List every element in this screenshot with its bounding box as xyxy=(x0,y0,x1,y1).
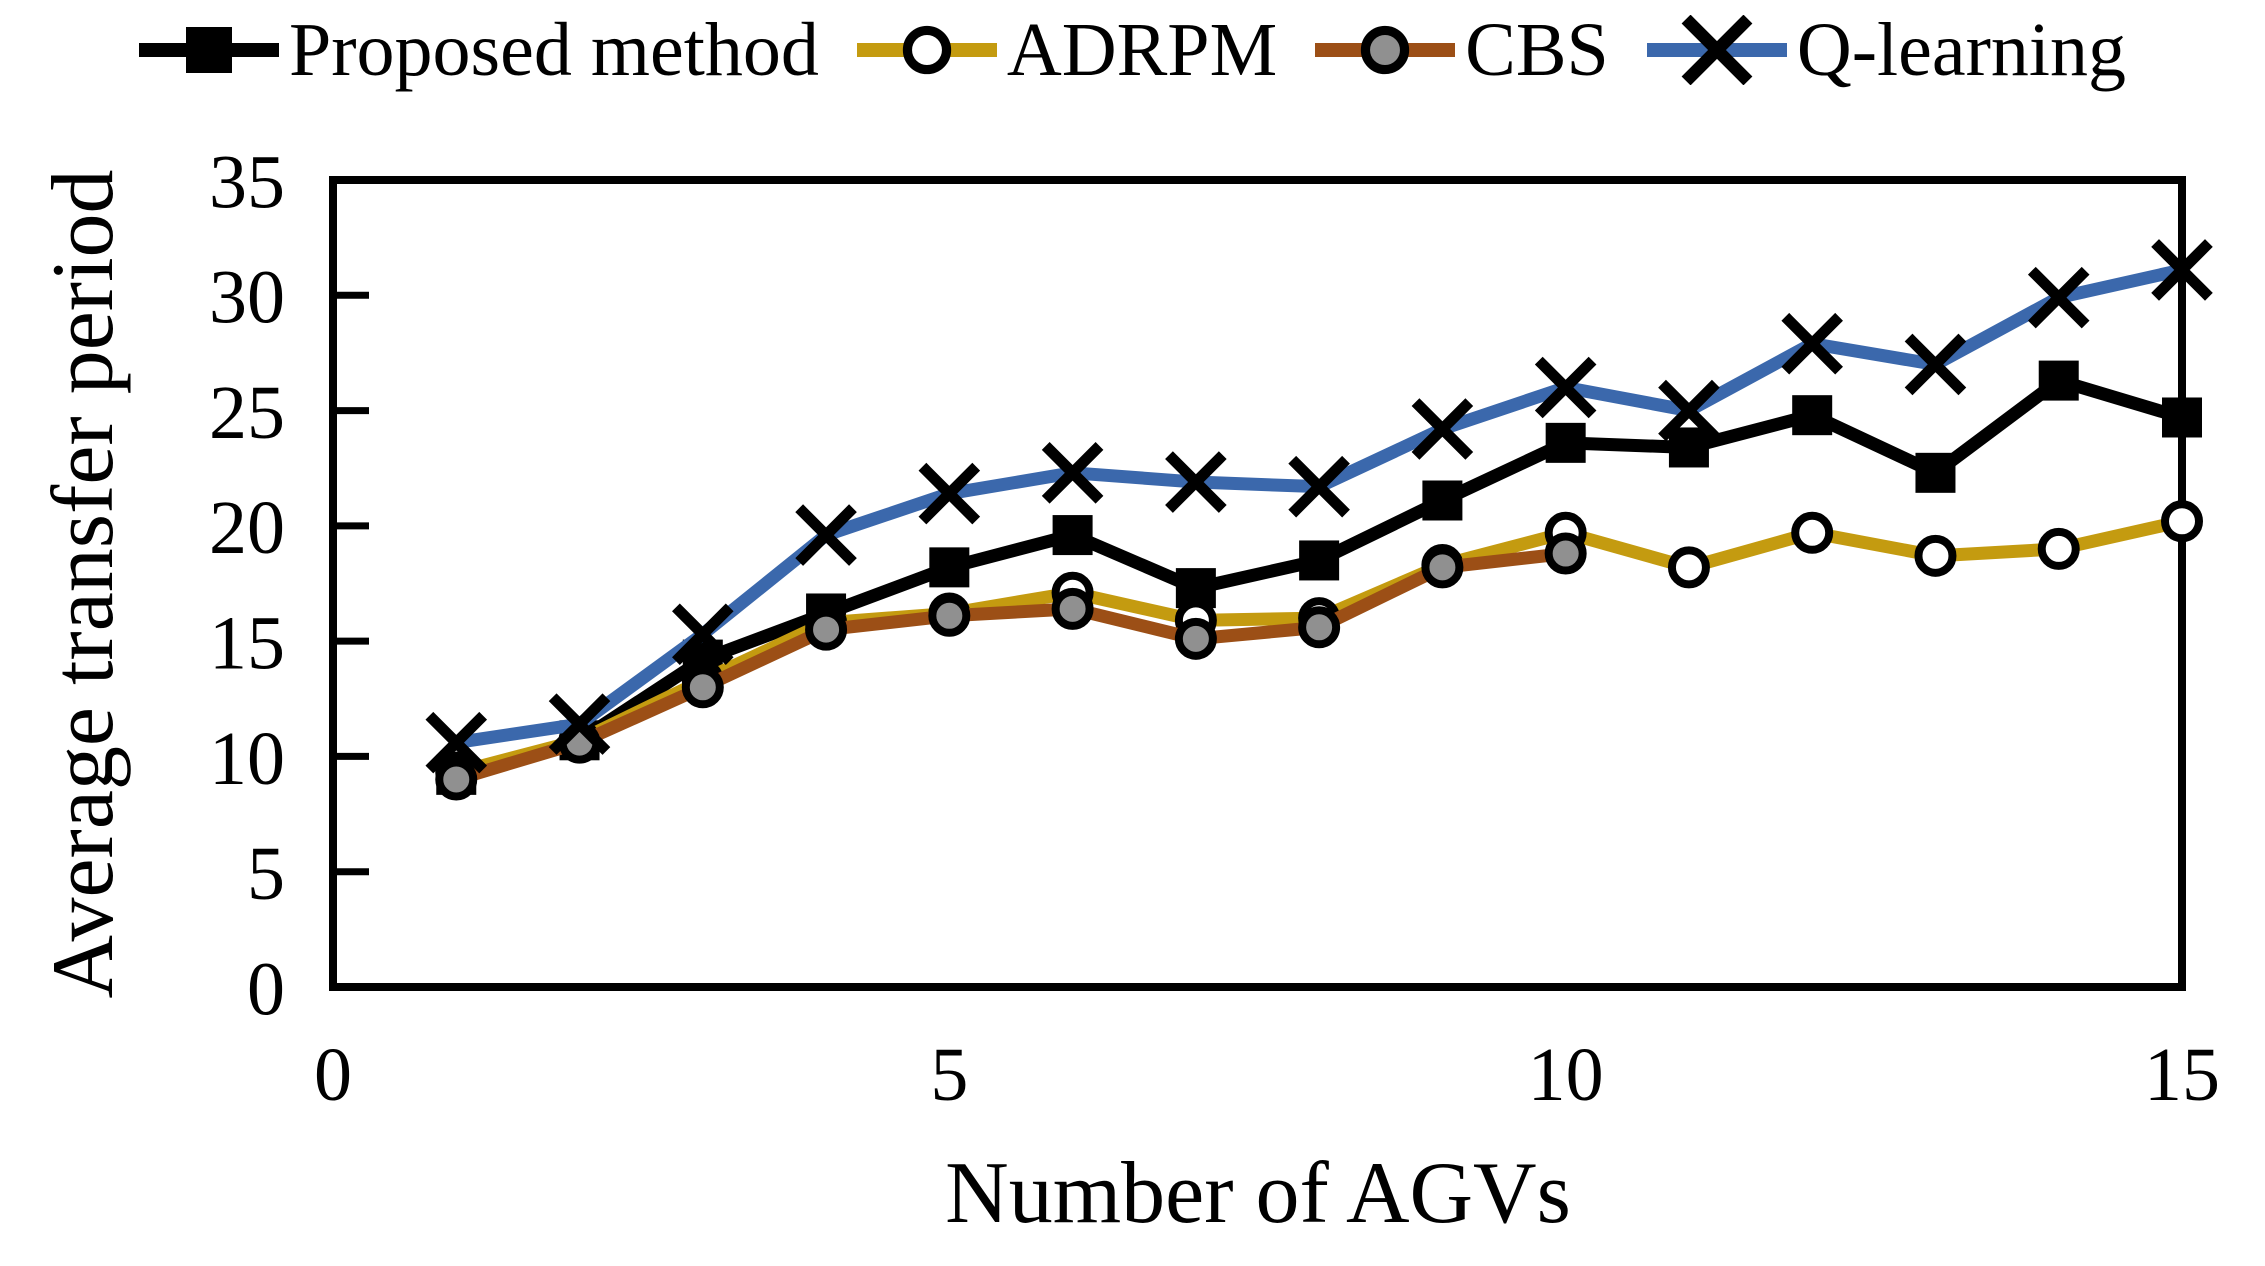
square-marker-icon xyxy=(1668,427,1709,468)
x-marker-icon xyxy=(425,711,488,774)
y-tick-label: 15 xyxy=(209,602,285,686)
legend-item-label: CBS xyxy=(1465,8,1609,92)
circle-marker-icon xyxy=(928,594,971,637)
legend-marker-open-circle-icon xyxy=(856,25,997,75)
square-marker-icon xyxy=(2038,360,2079,401)
circle-marker-icon xyxy=(1421,546,1464,589)
y-tick-label: 0 xyxy=(247,947,285,1031)
legend: Proposed method ADRPM CBS Q-learning xyxy=(0,0,2265,100)
square-marker-icon xyxy=(1792,395,1833,436)
series-line xyxy=(454,547,1567,786)
x-axis: 0 5 10 15 xyxy=(314,1033,2220,1117)
legend-item-proposed-method: Proposed method xyxy=(138,8,819,92)
circle-marker-icon xyxy=(805,608,848,651)
legend-item-label: Q-learning xyxy=(1796,8,2127,92)
y-tick-label: 20 xyxy=(209,486,285,570)
circle-marker-icon xyxy=(1174,617,1217,660)
series-proposed-method xyxy=(436,360,2202,795)
y-tick-label: 25 xyxy=(209,371,285,455)
x-tick-label: 5 xyxy=(930,1033,968,1117)
circle-marker-icon xyxy=(1667,546,1710,589)
x-marker-icon xyxy=(548,693,611,755)
square-marker-icon xyxy=(1422,480,1463,521)
legend-item-cbs: CBS xyxy=(1315,12,1609,88)
legend-item-q-learning: Q-learning xyxy=(1646,8,2127,92)
plot-frame xyxy=(329,176,2186,991)
legend-item-label: Proposed method xyxy=(288,8,819,92)
x-marker-icon xyxy=(918,462,981,525)
x-tick-label: 15 xyxy=(2144,1033,2220,1117)
x-marker-icon xyxy=(1534,356,1597,419)
circle-marker-icon xyxy=(1914,534,1957,577)
legend-marker-x-icon xyxy=(1646,15,1787,85)
x-tick-label: 0 xyxy=(314,1033,352,1117)
plot-area: 0 5 10 15 20 25 30 35 0 5 10 15 xyxy=(209,140,2220,1117)
x-axis-title: Number of AGVs xyxy=(945,1145,1571,1242)
legend-item-adrpm: ADRPM xyxy=(856,8,1278,92)
circle-marker-icon xyxy=(435,758,478,801)
square-marker-icon xyxy=(185,27,232,73)
legend-marker-gray-circle-icon xyxy=(1315,25,1456,75)
y-tick-label: 10 xyxy=(209,717,285,801)
x-marker-icon xyxy=(672,603,734,666)
circle-marker-icon xyxy=(1298,606,1341,649)
circle-marker-icon xyxy=(2037,527,2080,570)
x-marker-icon xyxy=(1681,15,1753,85)
square-marker-icon xyxy=(1052,515,1093,556)
x-marker-icon xyxy=(1411,398,1474,460)
series-q-learning xyxy=(425,239,2213,774)
circle-marker-icon xyxy=(1544,532,1587,575)
square-marker-icon xyxy=(1299,540,1340,581)
x-marker-icon xyxy=(1904,333,1967,396)
series-cbs xyxy=(435,532,1587,801)
y-tick-label: 5 xyxy=(247,832,285,916)
circle-marker-icon xyxy=(1791,511,1834,554)
circle-marker-icon xyxy=(681,666,724,709)
x-marker-icon xyxy=(1165,451,1227,513)
square-marker-icon xyxy=(929,547,970,588)
y-tick-label: 35 xyxy=(209,140,285,224)
square-marker-icon xyxy=(1545,422,1586,463)
y-tick-label: 30 xyxy=(209,256,285,340)
square-marker-icon xyxy=(1915,452,1956,493)
y-axis: 0 5 10 15 20 25 30 35 xyxy=(209,140,369,1031)
x-marker-icon xyxy=(1041,442,1104,504)
x-marker-icon xyxy=(1288,455,1350,518)
circle-marker-icon xyxy=(902,25,951,75)
x-marker-icon xyxy=(795,504,857,566)
circle-marker-icon xyxy=(2161,500,2203,543)
square-marker-icon xyxy=(2162,397,2202,438)
legend-marker-square-icon xyxy=(138,27,279,73)
x-marker-icon xyxy=(1781,312,1843,375)
y-axis-title: Average transfer period xyxy=(35,169,132,998)
circle-marker-icon xyxy=(1361,25,1410,75)
circle-marker-icon xyxy=(1051,587,1094,630)
x-marker-icon xyxy=(1658,379,1720,442)
x-tick-label: 10 xyxy=(1528,1033,1604,1117)
legend-item-label: ADRPM xyxy=(1006,8,1278,92)
x-marker-icon xyxy=(2151,239,2213,301)
x-marker-icon xyxy=(2027,266,2090,329)
